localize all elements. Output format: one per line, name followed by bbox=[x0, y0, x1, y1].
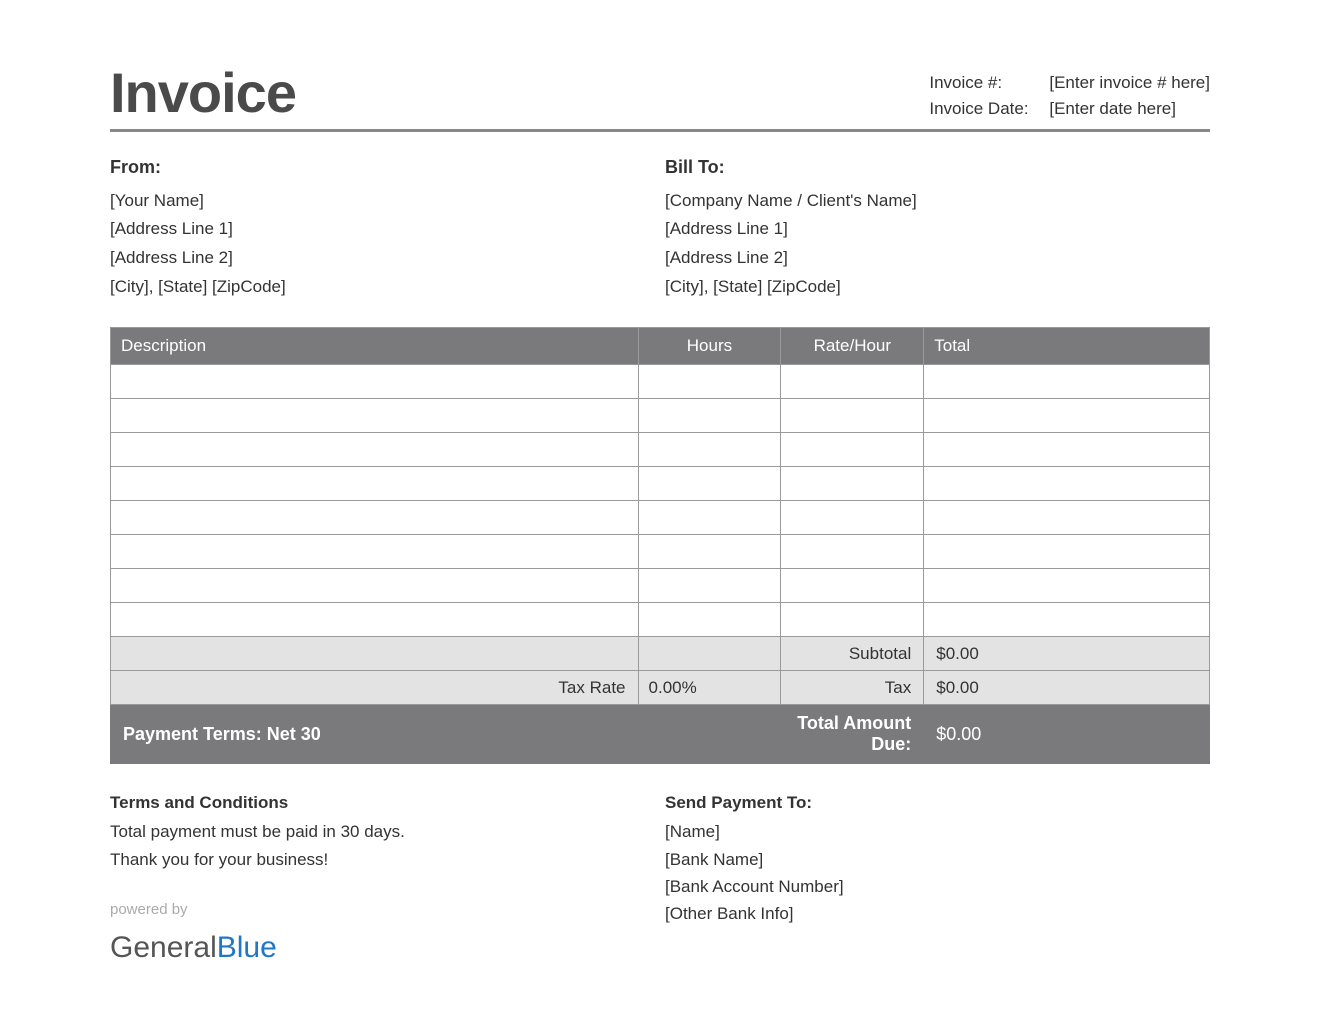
billto-address-1[interactable]: [Address Line 1] bbox=[665, 215, 1210, 244]
taxrate-label: Tax Rate bbox=[111, 671, 639, 705]
logo-part-1: General bbox=[110, 931, 217, 964]
header: Invoice Invoice #: [Enter invoice # here… bbox=[110, 60, 1210, 132]
billto-name[interactable]: [Company Name / Client's Name] bbox=[665, 187, 1210, 216]
line-item-cell[interactable] bbox=[924, 603, 1210, 637]
terms-line-1: Total payment must be paid in 30 days. bbox=[110, 818, 655, 845]
tax-value: $0.00 bbox=[924, 671, 1210, 705]
line-item-row bbox=[111, 603, 1210, 637]
total-due-value: $0.00 bbox=[924, 705, 1210, 764]
line-item-cell[interactable] bbox=[781, 535, 924, 569]
total-due-label: Total Amount Due: bbox=[781, 705, 924, 764]
from-address-1[interactable]: [Address Line 1] bbox=[110, 215, 655, 244]
line-item-cell[interactable] bbox=[781, 569, 924, 603]
line-item-cell[interactable] bbox=[638, 501, 781, 535]
line-item-cell[interactable] bbox=[638, 433, 781, 467]
line-item-cell[interactable] bbox=[924, 467, 1210, 501]
table-header-row: Description Hours Rate/Hour Total bbox=[111, 328, 1210, 365]
bottom-section: Terms and Conditions Total payment must … bbox=[110, 789, 1210, 972]
payment-account[interactable]: [Bank Account Number] bbox=[665, 873, 1210, 900]
line-item-cell[interactable] bbox=[638, 467, 781, 501]
logo-part-2: Blue bbox=[217, 931, 277, 964]
line-item-cell[interactable] bbox=[111, 365, 639, 399]
payment-name[interactable]: [Name] bbox=[665, 818, 1210, 845]
line-item-cell[interactable] bbox=[638, 535, 781, 569]
line-item-cell[interactable] bbox=[924, 535, 1210, 569]
line-item-cell[interactable] bbox=[638, 399, 781, 433]
line-item-cell[interactable] bbox=[111, 569, 639, 603]
address-section: From: [Your Name] [Address Line 1] [Addr… bbox=[110, 152, 1210, 302]
line-item-cell[interactable] bbox=[111, 501, 639, 535]
line-item-cell[interactable] bbox=[781, 433, 924, 467]
subtotal-label: Subtotal bbox=[781, 637, 924, 671]
line-item-cell[interactable] bbox=[638, 365, 781, 399]
billto-heading: Bill To: bbox=[665, 152, 1210, 183]
terms-line-2: Thank you for your business! bbox=[110, 846, 655, 873]
tax-row: Tax Rate 0.00% Tax $0.00 bbox=[111, 671, 1210, 705]
powered-by-text: powered by bbox=[110, 898, 655, 922]
billto-address-2[interactable]: [Address Line 2] bbox=[665, 244, 1210, 273]
line-item-cell[interactable] bbox=[924, 569, 1210, 603]
col-description: Description bbox=[111, 328, 639, 365]
line-item-cell[interactable] bbox=[924, 433, 1210, 467]
payment-heading: Send Payment To: bbox=[665, 789, 1210, 816]
terms-heading: Terms and Conditions bbox=[110, 789, 655, 816]
powered-by: powered by GeneralBlue bbox=[110, 898, 655, 972]
line-item-cell[interactable] bbox=[111, 603, 639, 637]
subtotal-row: Subtotal $0.00 bbox=[111, 637, 1210, 671]
invoice-date-label: Invoice Date: bbox=[929, 99, 1049, 119]
line-item-cell[interactable] bbox=[111, 433, 639, 467]
payment-bank[interactable]: [Bank Name] bbox=[665, 846, 1210, 873]
taxrate-value[interactable]: 0.00% bbox=[638, 671, 781, 705]
line-item-row bbox=[111, 433, 1210, 467]
line-item-cell[interactable] bbox=[924, 365, 1210, 399]
invoice-meta: Invoice #: [Enter invoice # here] Invoic… bbox=[929, 73, 1210, 125]
line-item-row bbox=[111, 399, 1210, 433]
subtotal-value: $0.00 bbox=[924, 637, 1210, 671]
invoice-number-label: Invoice #: bbox=[929, 73, 1049, 93]
from-block: From: [Your Name] [Address Line 1] [Addr… bbox=[110, 152, 655, 302]
line-item-cell[interactable] bbox=[111, 467, 639, 501]
col-rate: Rate/Hour bbox=[781, 328, 924, 365]
line-item-cell[interactable] bbox=[781, 603, 924, 637]
from-city-state-zip[interactable]: [City], [State] [ZipCode] bbox=[110, 273, 655, 302]
line-item-cell[interactable] bbox=[781, 467, 924, 501]
invoice-number-value[interactable]: [Enter invoice # here] bbox=[1049, 73, 1210, 93]
billto-city-state-zip[interactable]: [City], [State] [ZipCode] bbox=[665, 273, 1210, 302]
line-item-cell[interactable] bbox=[111, 399, 639, 433]
col-total: Total bbox=[924, 328, 1210, 365]
invoice-title: Invoice bbox=[110, 60, 296, 125]
line-items-table: Description Hours Rate/Hour Total Subtot… bbox=[110, 327, 1210, 764]
tax-label: Tax bbox=[781, 671, 924, 705]
invoice-date-value[interactable]: [Enter date here] bbox=[1049, 99, 1176, 119]
line-item-cell[interactable] bbox=[781, 399, 924, 433]
line-item-cell[interactable] bbox=[638, 603, 781, 637]
terms-block: Terms and Conditions Total payment must … bbox=[110, 789, 655, 972]
line-item-cell[interactable] bbox=[924, 501, 1210, 535]
line-item-cell[interactable] bbox=[638, 569, 781, 603]
payment-other[interactable]: [Other Bank Info] bbox=[665, 900, 1210, 927]
line-item-row bbox=[111, 365, 1210, 399]
from-address-2[interactable]: [Address Line 2] bbox=[110, 244, 655, 273]
line-item-row bbox=[111, 501, 1210, 535]
line-item-row bbox=[111, 569, 1210, 603]
from-heading: From: bbox=[110, 152, 655, 183]
payment-block: Send Payment To: [Name] [Bank Name] [Ban… bbox=[665, 789, 1210, 972]
payment-terms: Payment Terms: Net 30 bbox=[111, 705, 781, 764]
line-item-row bbox=[111, 467, 1210, 501]
line-item-row bbox=[111, 535, 1210, 569]
line-item-cell[interactable] bbox=[781, 501, 924, 535]
col-hours: Hours bbox=[638, 328, 781, 365]
total-due-row: Payment Terms: Net 30 Total Amount Due: … bbox=[111, 705, 1210, 764]
from-name[interactable]: [Your Name] bbox=[110, 187, 655, 216]
line-item-cell[interactable] bbox=[781, 365, 924, 399]
billto-block: Bill To: [Company Name / Client's Name] … bbox=[665, 152, 1210, 302]
generalblue-logo: GeneralBlue bbox=[110, 924, 655, 972]
line-item-cell[interactable] bbox=[924, 399, 1210, 433]
line-item-cell[interactable] bbox=[111, 535, 639, 569]
